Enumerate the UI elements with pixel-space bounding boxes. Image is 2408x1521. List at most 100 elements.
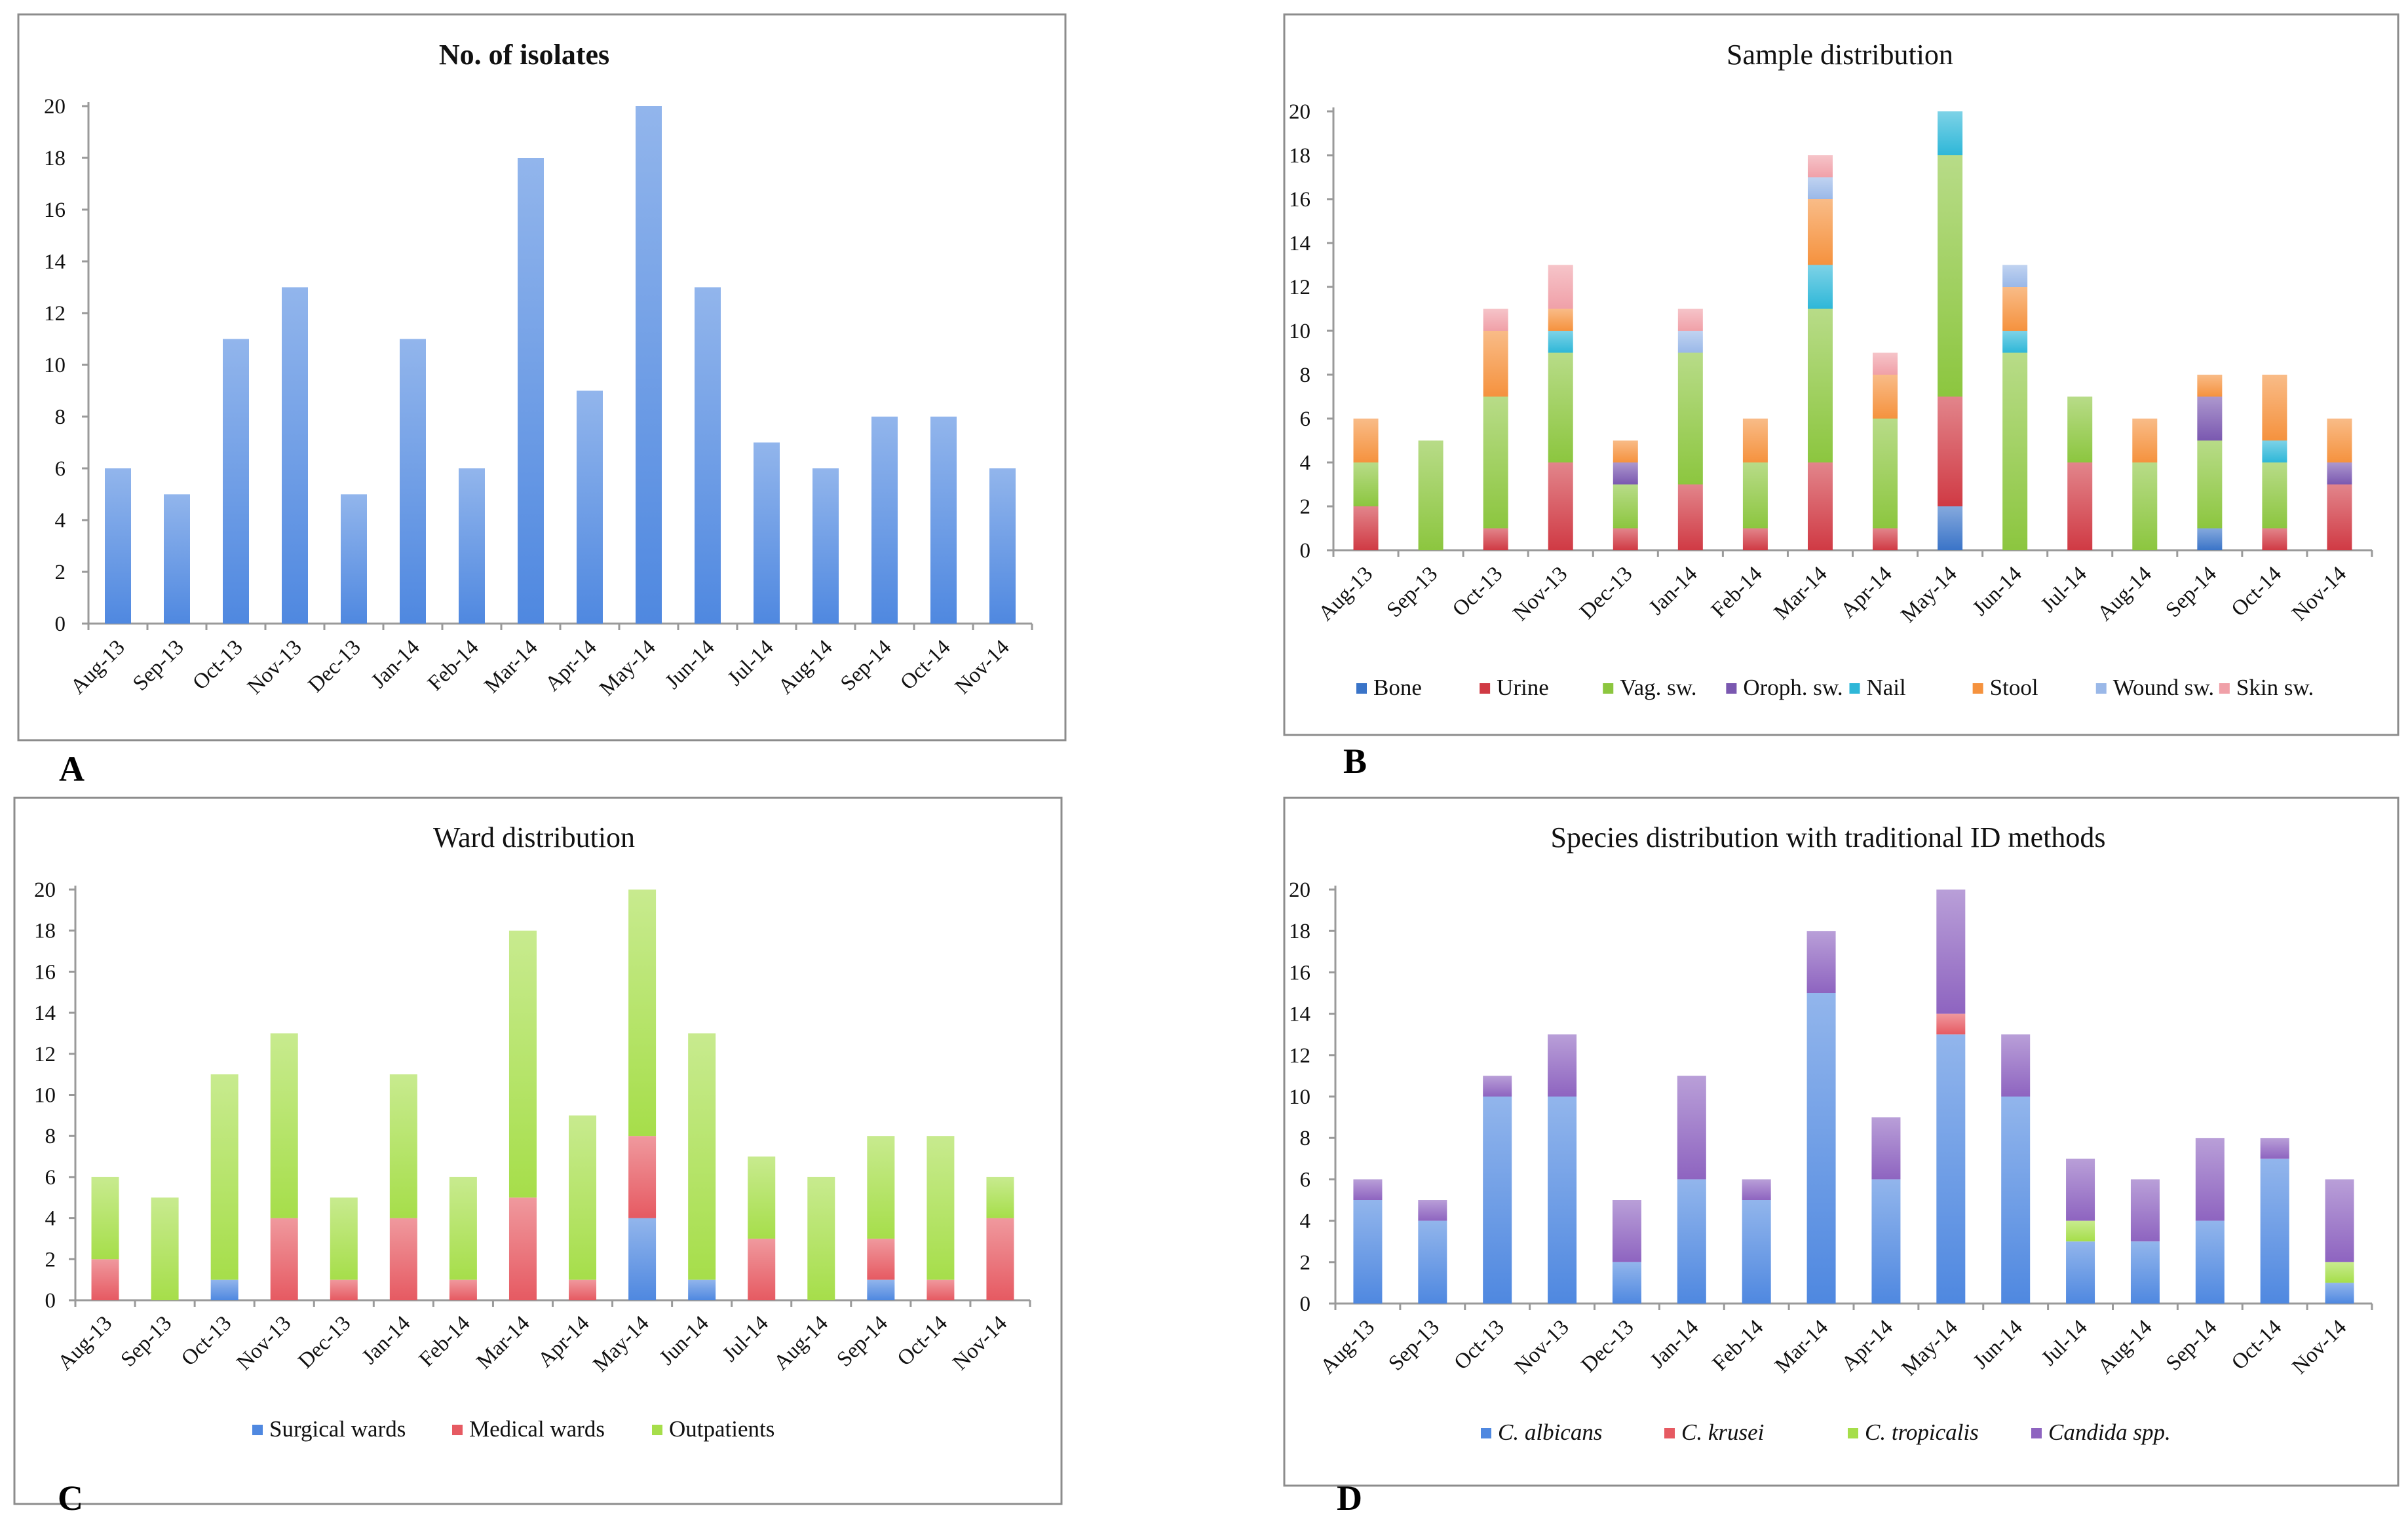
bar-c-albicans: [1612, 1262, 1641, 1304]
y-tick-label: 10: [34, 1084, 56, 1108]
legend-swatch: [2031, 1428, 2042, 1438]
bar-stool: [1548, 309, 1573, 331]
bar-candida-spp: [1871, 1117, 1901, 1180]
bar-c-albicans: [2066, 1241, 2095, 1304]
y-tick-label: 0: [1300, 1292, 1311, 1316]
bar-no-of-isolates: [341, 494, 367, 624]
legend-swatch: [1664, 1428, 1675, 1438]
y-tick-label: 14: [44, 250, 66, 274]
bar-medical-wards: [91, 1259, 119, 1300]
legend-item: Skin sw.: [2219, 675, 2314, 700]
bar-urine: [1677, 484, 1703, 550]
bar-vag-sw: [1938, 155, 1963, 397]
bar-wound-sw: [2002, 265, 2028, 287]
y-tick-label: 18: [1289, 920, 1310, 943]
legend-label: Wound sw.: [2113, 675, 2214, 700]
bar-no-of-isolates: [871, 417, 898, 624]
bar-urine: [1742, 528, 1768, 550]
bar-stool: [1483, 331, 1508, 397]
legend-label: Outpatients: [669, 1416, 774, 1442]
y-tick-label: 8: [1300, 1127, 1311, 1150]
y-tick-label: 12: [1289, 276, 1310, 299]
legend-label: Stool: [1990, 675, 2038, 700]
chart-title: Sample distribution: [1727, 39, 1953, 71]
bar-c-albicans: [1548, 1097, 1577, 1304]
legend-item: Medical wards: [452, 1416, 605, 1442]
legend-swatch: [1972, 683, 1983, 694]
y-tick-label: 4: [55, 509, 66, 533]
bar-stool: [2327, 419, 2352, 462]
bar-oroph-sw: [1613, 462, 1638, 485]
bar-bone: [2197, 528, 2223, 550]
bar-c-albicans: [1353, 1200, 1383, 1304]
bar-medical-wards: [748, 1238, 776, 1300]
bar-outpatients: [807, 1176, 835, 1300]
bar-oroph-sw: [2197, 396, 2223, 441]
legend-label: C. tropicalis: [1865, 1419, 1979, 1445]
bar-vag-sw: [2002, 352, 2028, 550]
y-tick-label: 14: [34, 1002, 56, 1025]
legend-swatch: [1481, 1428, 1491, 1438]
bar-c-tropicalis: [2066, 1220, 2095, 1242]
bar-urine: [1483, 528, 1508, 550]
bar-vag-sw: [1483, 396, 1508, 529]
bar-outpatients: [628, 890, 657, 1136]
chart-frame: [1283, 13, 2399, 736]
bar-urine: [1873, 528, 1898, 550]
bar-c-albicans: [2325, 1283, 2354, 1304]
chart-panel-d: Species distribution with traditional ID…: [1283, 797, 2399, 1487]
y-tick-label: 14: [1289, 1003, 1310, 1026]
y-tick-label: 20: [34, 878, 56, 902]
bar-no-of-isolates: [400, 339, 426, 624]
legend-swatch: [1849, 683, 1860, 694]
chart-frame: [13, 797, 1063, 1505]
bar-vag-sw: [1873, 419, 1898, 529]
legend-item: Outpatients: [652, 1416, 774, 1442]
bar-candida-spp: [1936, 890, 1966, 1014]
chart-title: Species distribution with traditional ID…: [1551, 821, 2106, 854]
legend-item: Nail: [1849, 675, 1906, 700]
bar-c-albicans: [1677, 1179, 1706, 1304]
y-tick-label: 2: [45, 1248, 56, 1271]
y-tick-label: 18: [34, 920, 56, 943]
bar-c-albicans: [2195, 1220, 2225, 1304]
y-tick-label: 10: [1289, 1085, 1310, 1109]
bar-oroph-sw: [2327, 462, 2352, 485]
bar-outpatients: [449, 1176, 477, 1280]
bar-vag-sw: [2262, 462, 2287, 529]
bar-c-albicans: [2001, 1097, 2031, 1304]
bar-urine: [1353, 506, 1379, 550]
bar-no-of-isolates: [105, 468, 131, 624]
legend-label: C. krusei: [1681, 1419, 1764, 1445]
y-tick-label: 2: [1300, 1251, 1311, 1275]
bar-vag-sw: [2197, 440, 2223, 529]
legend-item: Wound sw.: [2095, 675, 2214, 700]
bar-surgical-wards: [210, 1279, 239, 1300]
bar-urine: [1548, 462, 1573, 550]
bar-nail: [2262, 440, 2287, 462]
legend-item: Surgical wards: [252, 1416, 406, 1442]
y-tick-label: 4: [45, 1207, 56, 1231]
bar-outpatients: [389, 1074, 417, 1218]
bar-outpatients: [91, 1176, 119, 1260]
y-tick-label: 18: [1289, 144, 1310, 168]
legend-swatch: [452, 1425, 463, 1435]
bar-stool: [1353, 419, 1379, 462]
bar-skin-sw: [1873, 352, 1898, 375]
bar-c-albicans: [1806, 993, 1836, 1304]
legend-label: Vag. sw.: [1620, 675, 1696, 700]
y-tick-label: 6: [55, 457, 66, 481]
legend-item: Stool: [1972, 675, 2038, 700]
y-tick-label: 20: [1289, 100, 1310, 124]
y-tick-label: 0: [1300, 539, 1311, 563]
bar-medical-wards: [449, 1279, 477, 1300]
legend-swatch: [252, 1425, 263, 1435]
y-tick-label: 12: [44, 302, 66, 326]
y-tick-label: 10: [1289, 320, 1310, 343]
legend-swatch: [1726, 683, 1737, 694]
bar-skin-sw: [1677, 309, 1703, 331]
y-tick-label: 6: [1300, 407, 1311, 431]
legend-label: C. albicans: [1498, 1419, 1602, 1445]
y-tick-label: 16: [1289, 188, 1310, 212]
bar-urine: [1807, 462, 1833, 550]
